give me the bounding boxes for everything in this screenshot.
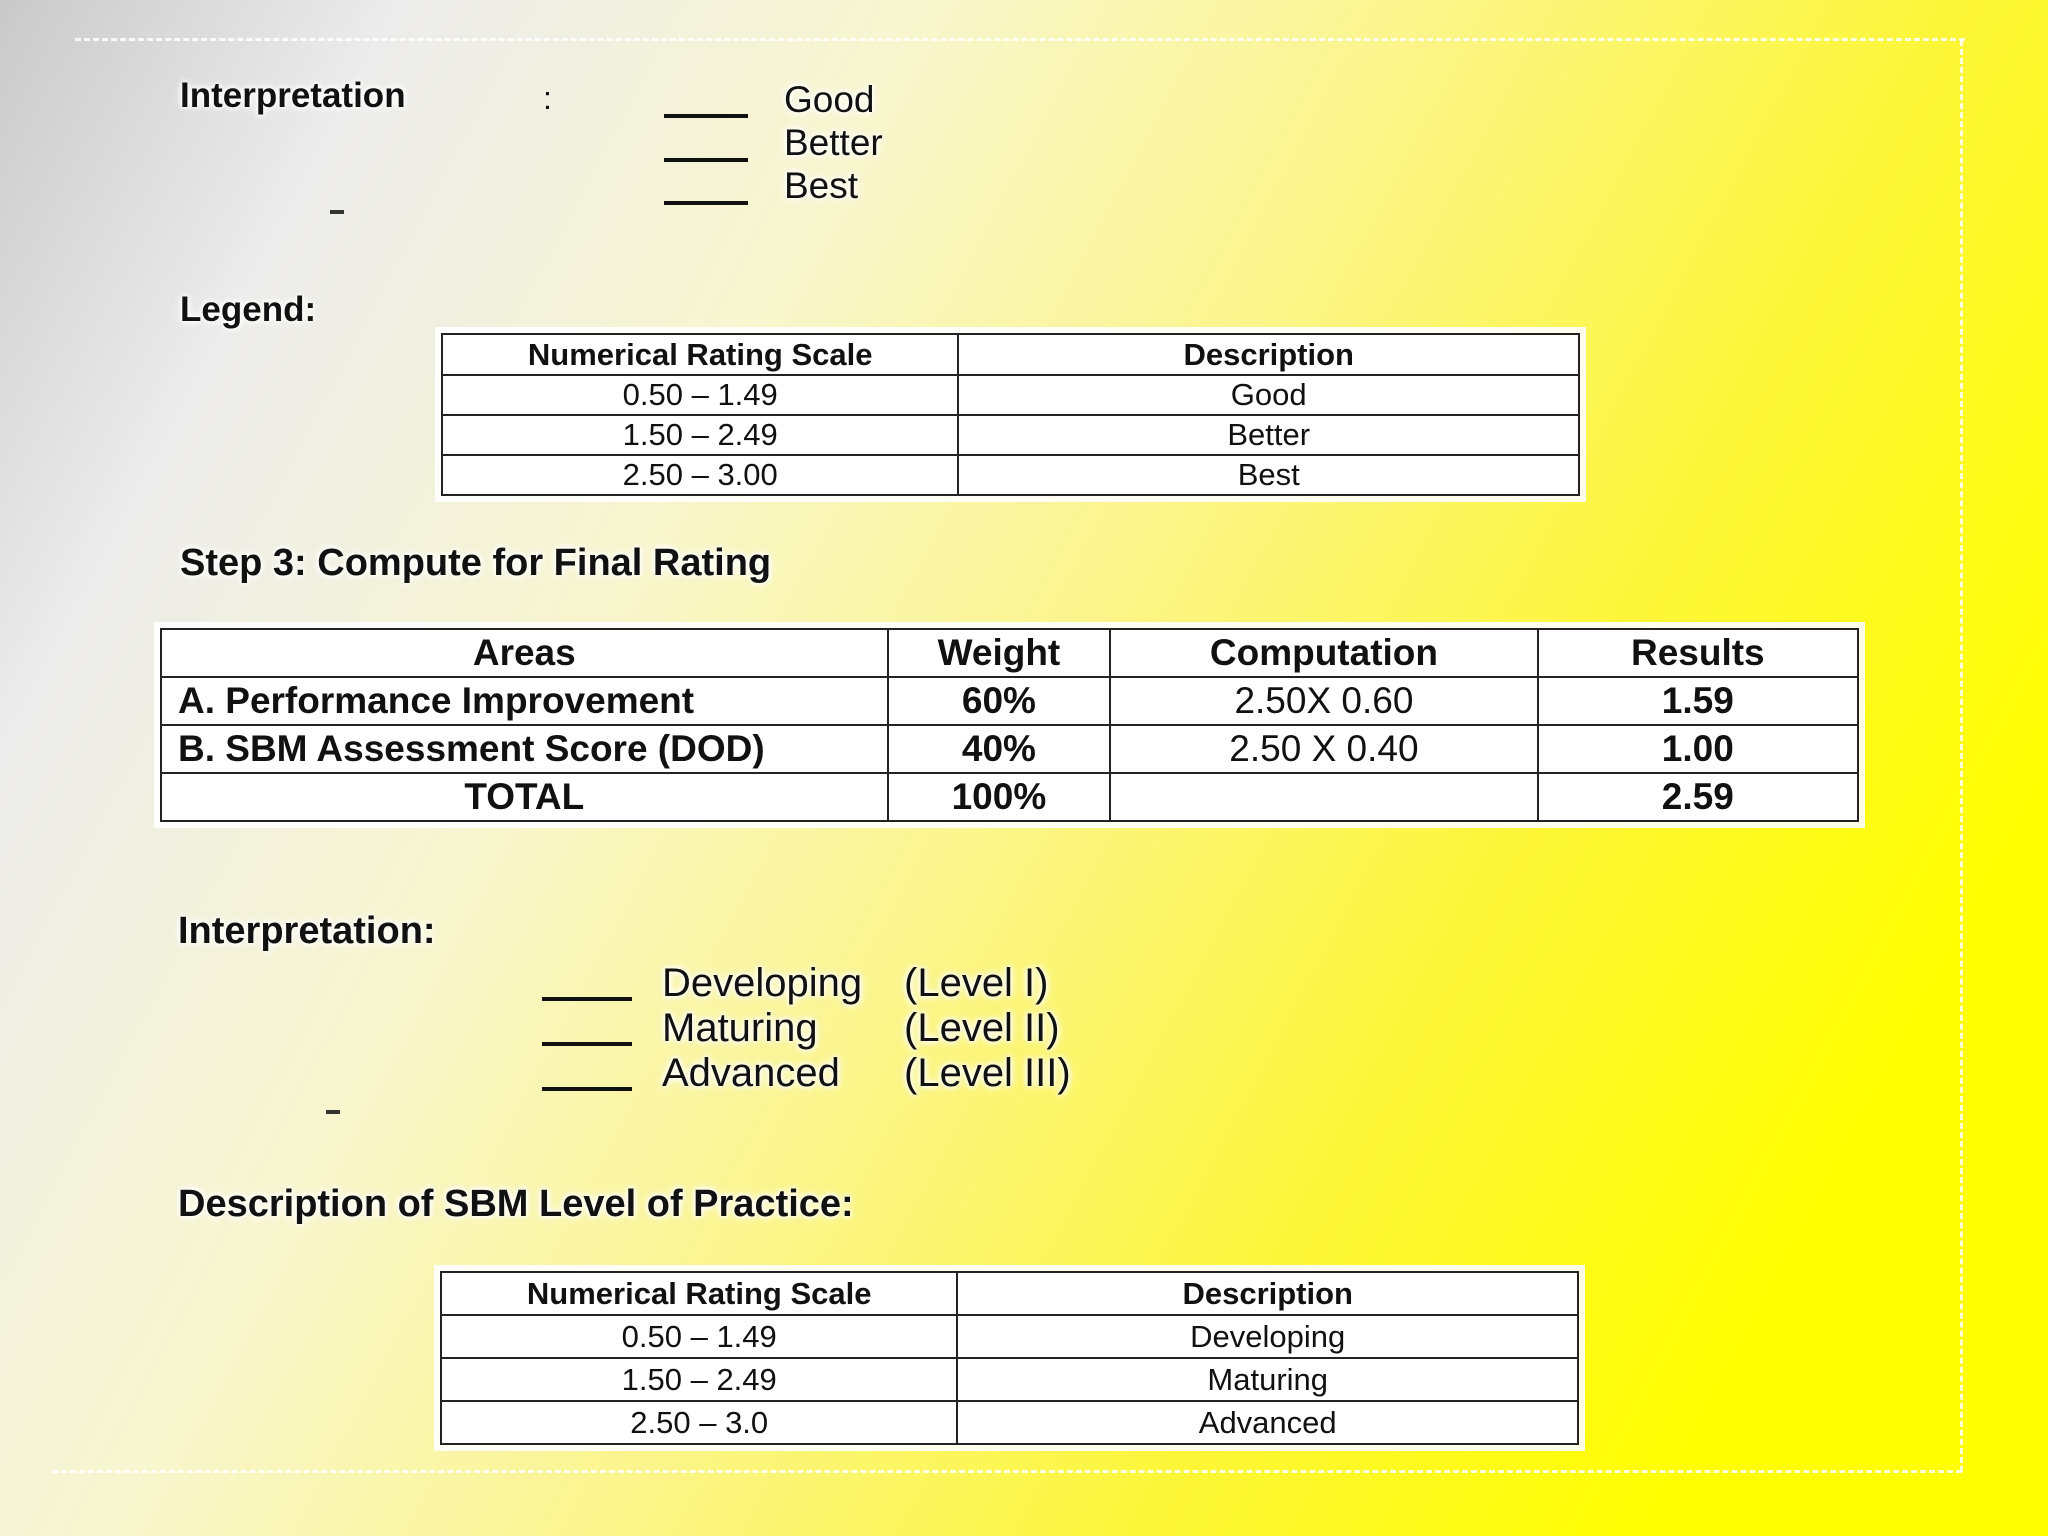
dash-mark [326, 1110, 340, 1114]
header-computation: Computation [1109, 628, 1539, 678]
level-three-label: (Level III) [904, 1051, 1071, 1095]
option-advanced: Advanced [662, 1051, 840, 1095]
interpretation-colon: : [543, 80, 552, 116]
sbm-row: 2.50 – 3.0 Advanced [439, 1400, 1579, 1445]
option-good: Good [784, 79, 875, 120]
legend-row: 1.50 – 2.49 Better [440, 414, 1580, 456]
blank-line-maturing [542, 1042, 632, 1046]
area-cell: B. SBM Assessment Score (DOD) [160, 724, 889, 774]
area-cell: A. Performance Improvement [160, 676, 889, 726]
sbm-description-cell: Advanced [956, 1400, 1579, 1445]
result-cell: 1.59 [1536, 676, 1860, 726]
blank-line-better [664, 158, 748, 162]
sbm-row: 0.50 – 1.49 Developing [439, 1314, 1579, 1359]
header-weight: Weight [886, 628, 1112, 678]
sbm-description-cell: Developing [956, 1314, 1579, 1359]
dash-mark [330, 210, 344, 214]
option-maturing: Maturing [662, 1006, 818, 1050]
sbm-scale-cell: 2.50 – 3.0 [439, 1400, 959, 1445]
computation-cell: 2.50X 0.60 [1109, 676, 1539, 726]
final-row-performance: A. Performance Improvement 60% 2.50X 0.6… [160, 676, 1860, 726]
final-row-sbm: B. SBM Assessment Score (DOD) 40% 2.50 X… [160, 724, 1860, 774]
legend-heading: Legend: [180, 290, 317, 329]
final-header-row: Areas Weight Computation Results [160, 628, 1860, 678]
option-developing: Developing [662, 961, 863, 1005]
sbm-row: 1.50 – 2.49 Maturing [439, 1357, 1579, 1402]
blank-line-best [664, 201, 748, 205]
option-best: Best [784, 165, 859, 206]
sbm-scale-cell: 1.50 – 2.49 [439, 1357, 959, 1402]
blank-line-good [664, 114, 748, 118]
sbm-header-row: Numerical Rating Scale Description [439, 1271, 1579, 1316]
legend-row: 0.50 – 1.49 Good [440, 374, 1580, 416]
legend-description-cell: Better [957, 414, 1580, 456]
legend-row: 2.50 – 3.00 Best [440, 454, 1580, 496]
sbm-description-heading: Description of SBM Level of Practice: [178, 1183, 854, 1225]
final-row-total: TOTAL 100% 2.59 [160, 772, 1860, 822]
blank-line-developing [542, 997, 632, 1001]
legend-scale-cell: 0.50 – 1.49 [440, 374, 960, 416]
total-weight-cell: 100% [886, 772, 1112, 822]
total-computation-cell [1109, 772, 1539, 822]
blank-line-advanced [542, 1087, 632, 1091]
frame-border-top [75, 38, 1965, 41]
total-label-cell: TOTAL [160, 772, 889, 822]
legend-scale-cell: 2.50 – 3.00 [440, 454, 960, 496]
final-rating-table: Areas Weight Computation Results A. Perf… [160, 628, 1860, 822]
total-result-cell: 2.59 [1536, 772, 1860, 822]
legend-description-cell: Good [957, 374, 1580, 416]
legend-description-cell: Best [957, 454, 1580, 496]
interpretation-heading: Interpretation [180, 76, 406, 115]
sbm-description-cell: Maturing [956, 1357, 1579, 1402]
legend-scale-cell: 1.50 – 2.49 [440, 414, 960, 456]
result-cell: 1.00 [1536, 724, 1860, 774]
sbm-header-scale: Numerical Rating Scale [439, 1271, 959, 1316]
frame-border-bottom [52, 1470, 1962, 1473]
header-results: Results [1536, 628, 1860, 678]
option-better: Better [784, 122, 883, 163]
level-one-label: (Level I) [904, 961, 1049, 1005]
weight-cell: 60% [886, 676, 1112, 726]
legend-header-description: Description [957, 333, 1580, 376]
sbm-header-description: Description [956, 1271, 1579, 1316]
legend-header-scale: Numerical Rating Scale [440, 333, 960, 376]
header-areas: Areas [160, 628, 889, 678]
legend-header-row: Numerical Rating Scale Description [440, 333, 1580, 376]
weight-cell: 40% [886, 724, 1112, 774]
level-two-label: (Level II) [904, 1006, 1060, 1050]
frame-border-right [1960, 40, 1963, 1472]
legend-table: Numerical Rating Scale Description 0.50 … [440, 333, 1580, 496]
computation-cell: 2.50 X 0.40 [1109, 724, 1539, 774]
interpretation2-heading: Interpretation: [178, 910, 436, 952]
sbm-scale-cell: 0.50 – 1.49 [439, 1314, 959, 1359]
step3-heading: Step 3: Compute for Final Rating [180, 542, 772, 584]
sbm-level-table: Numerical Rating Scale Description 0.50 … [439, 1271, 1579, 1445]
